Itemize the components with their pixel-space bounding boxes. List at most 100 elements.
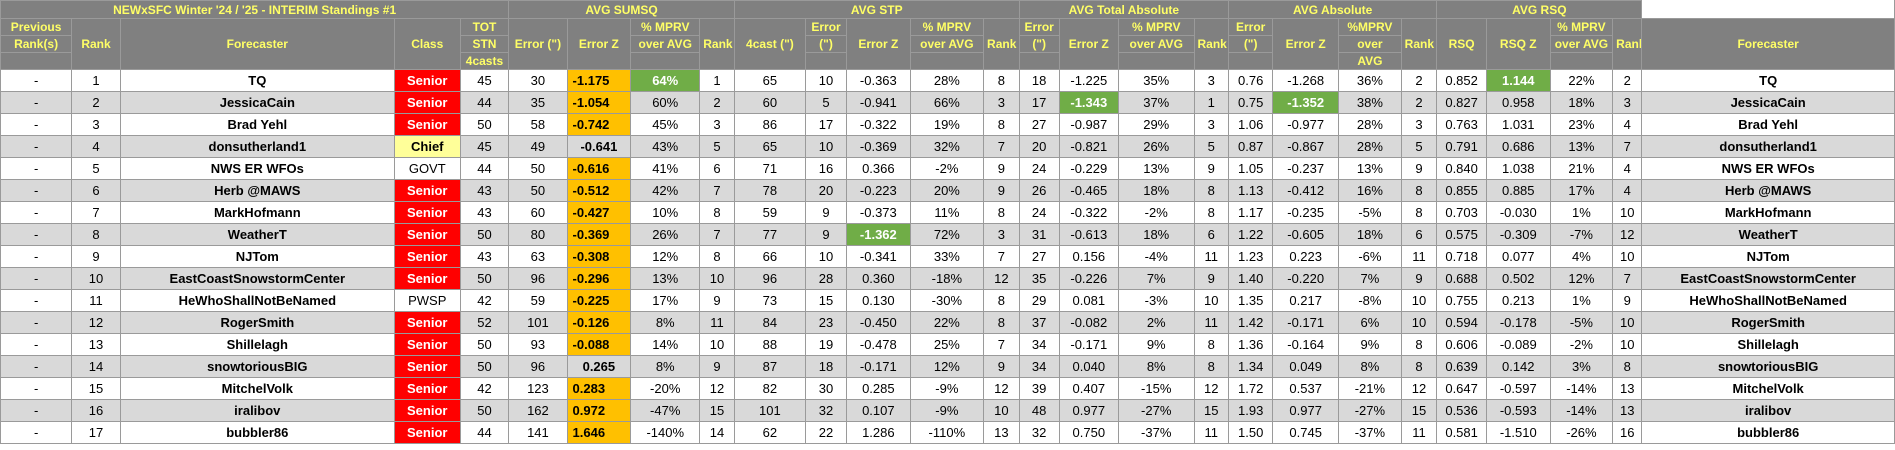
table-row: -6 Herb @MAWS Senior 43 50 -0.512 42% 7 78 20 -0.2… <box>0 179 1895 202</box>
cell-tabs-errz: -0.171 <box>1058 333 1119 356</box>
cell-rsq: 0.855 <box>1436 179 1487 202</box>
cell-stp-mprv: 72% <box>909 223 985 246</box>
cell-sumsq-errz: 0.265 <box>566 355 632 378</box>
cell-rsq-mprv: 1% <box>1549 289 1614 312</box>
hdr-rsq-z: RSQ Z <box>1485 18 1551 70</box>
cell-sumsq-errz: -0.641 <box>566 135 632 158</box>
cell-abs-rank: 2 <box>1400 69 1438 92</box>
cell-stp-4cast: 73 <box>733 289 807 312</box>
cell-sumsq-errz: 0.283 <box>566 377 632 400</box>
cell-class: Senior <box>393 179 461 202</box>
cell-tot-stn: 52 <box>459 311 510 334</box>
cell-tabs-rank: 8 <box>1193 179 1230 202</box>
cell-tabs-error: 17 <box>1018 91 1060 114</box>
cell-tabs-mprv: -37% <box>1117 421 1195 444</box>
cell-stp-error: 9 <box>805 201 848 224</box>
hdr-rsq-mprv-2: over AVG <box>1549 35 1614 53</box>
cell-tabs-mprv: -2% <box>1117 201 1195 224</box>
cell-rsq-mprv: 17% <box>1549 179 1614 202</box>
cell-forecaster: MarkHofmann <box>119 201 395 224</box>
cell-abs-rank: 8 <box>1400 355 1438 378</box>
cell-abs-error: 1.13 <box>1228 179 1274 202</box>
cell-forecaster-right: donsutherland1 <box>1641 135 1895 158</box>
cell-tabs-errz: -0.613 <box>1058 223 1119 246</box>
table-row: -17 bubbler86 Senior 44 141 1.646 -140% 14 62 22 1… <box>0 421 1895 444</box>
cell-abs-errz: 0.223 <box>1272 245 1340 268</box>
cell-forecaster-right: NJTom <box>1641 245 1895 268</box>
cell-tot-stn: 50 <box>459 355 510 378</box>
hdr-sumsq-mprv-2: over AVG <box>630 35 701 53</box>
cell-abs-mprv: -5% <box>1338 201 1402 224</box>
cell-tabs-errz: -0.322 <box>1058 201 1119 224</box>
cell-class: GOVT <box>393 157 461 180</box>
cell-prev-rank: - <box>0 157 73 180</box>
cell-forecaster: TQ <box>119 69 395 92</box>
cell-stp-rank: 12 <box>983 377 1020 400</box>
cell-rsq-rank: 10 <box>1612 201 1643 224</box>
cell-rank: 4 <box>71 135 121 158</box>
cell-forecaster-right: NWS ER WFOs <box>1641 157 1895 180</box>
cell-tot-stn: 50 <box>459 113 510 136</box>
cell-tabs-mprv: 35% <box>1117 69 1195 92</box>
cell-stp-4cast: 62 <box>733 421 807 444</box>
cell-sumsq-rank: 5 <box>699 135 735 158</box>
cell-forecaster: WeatherT <box>119 223 395 246</box>
title-row: NEWxSFC Winter '24 / '25 - INTERIM Stand… <box>0 0 1895 19</box>
hdr-abs-mprv: %MPRV <box>1338 18 1402 36</box>
hdr-tabs-error: Error <box>1018 18 1060 36</box>
cell-tabs-mprv: -27% <box>1117 399 1195 422</box>
cell-class: Chief <box>393 135 461 158</box>
cell-tabs-mprv: 18% <box>1117 223 1195 246</box>
cell-stp-rank: 13 <box>983 421 1020 444</box>
cell-sumsq-mprv: 64% <box>630 69 701 92</box>
hdr-tot: TOT <box>459 18 510 36</box>
cell-rsq-z: 0.958 <box>1485 91 1551 114</box>
cell-abs-rank: 6 <box>1400 223 1438 246</box>
cell-tot-stn: 42 <box>459 289 510 312</box>
cell-abs-error: 1.35 <box>1228 289 1274 312</box>
cell-rsq: 0.594 <box>1436 311 1487 334</box>
cell-stp-4cast: 65 <box>733 69 807 92</box>
cell-sumsq-mprv: 8% <box>630 311 701 334</box>
hdr-tot-2: STN <box>459 35 510 53</box>
cell-sumsq-error: 59 <box>508 289 568 312</box>
cell-abs-errz: 0.049 <box>1272 355 1340 378</box>
hdr-rsq-mprv-3 <box>1549 52 1614 70</box>
cell-abs-mprv: 36% <box>1338 69 1402 92</box>
cell-rsq-rank: 4 <box>1612 157 1643 180</box>
cell-rsq: 0.639 <box>1436 355 1487 378</box>
hdr-forecaster: Forecaster <box>119 18 395 70</box>
cell-abs-errz: -0.867 <box>1272 135 1340 158</box>
header-row-3: 4casts AVG <box>0 52 1895 70</box>
cell-rsq-mprv: 4% <box>1549 245 1614 268</box>
cell-sumsq-rank: 10 <box>699 333 735 356</box>
cell-stp-error: 10 <box>805 135 848 158</box>
cell-forecaster-right: TQ <box>1641 69 1895 92</box>
cell-sumsq-errz: -0.225 <box>566 289 632 312</box>
hdr-tabs-rank: Rank <box>1193 18 1230 70</box>
cell-stp-errz: -0.941 <box>846 91 911 114</box>
cell-tabs-error: 32 <box>1018 421 1060 444</box>
cell-class: Senior <box>393 223 461 246</box>
cell-tabs-mprv: -3% <box>1117 289 1195 312</box>
cell-tabs-errz: 0.977 <box>1058 399 1119 422</box>
cell-abs-mprv: 8% <box>1338 355 1402 378</box>
cell-abs-mprv: -37% <box>1338 421 1402 444</box>
group-rsq: AVG RSQ <box>1436 0 1643 19</box>
cell-abs-rank: 3 <box>1400 113 1438 136</box>
cell-abs-rank: 5 <box>1400 135 1438 158</box>
cell-stp-rank: 8 <box>983 311 1020 334</box>
cell-rank: 6 <box>71 179 121 202</box>
cell-stp-error: 19 <box>805 333 848 356</box>
cell-forecaster-right: Brad Yehl <box>1641 113 1895 136</box>
cell-rsq: 0.718 <box>1436 245 1487 268</box>
cell-abs-rank: 12 <box>1400 377 1438 400</box>
cell-forecaster-right: Herb @MAWS <box>1641 179 1895 202</box>
hdr-prev-rank: Previous <box>0 18 73 36</box>
cell-forecaster: NJTom <box>119 245 395 268</box>
cell-tabs-rank: 9 <box>1193 267 1230 290</box>
cell-tot-stn: 50 <box>459 333 510 356</box>
cell-rank: 10 <box>71 267 121 290</box>
cell-stp-mprv: -18% <box>909 267 985 290</box>
